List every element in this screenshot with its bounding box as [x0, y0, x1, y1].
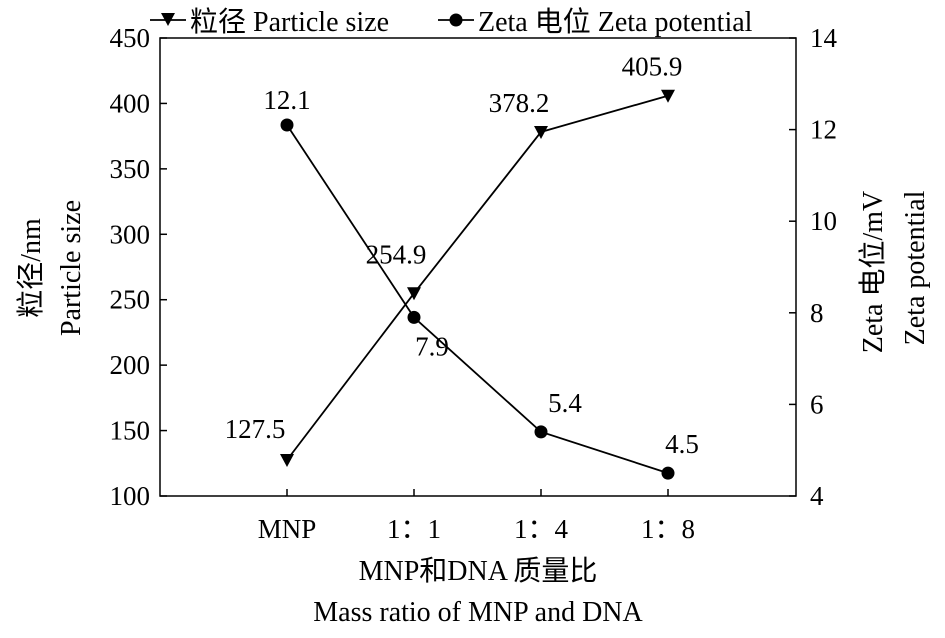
left-y-axis-title-line-2: Particle size: [56, 200, 87, 336]
series-lines: [286, 94, 669, 474]
particle-size-data-label: 405.9: [622, 52, 683, 82]
zeta-potential-point: [280, 118, 294, 132]
x-axis-title-line-1: MNP和DNA 质量比: [359, 555, 598, 587]
right-tick-label: 6: [810, 389, 824, 419]
x-axis: MNP 1：1 1：4 1：8: [258, 489, 695, 544]
data-labels: 127.5 254.9 378.2 405.9 12.1 7.9 5.4 4.5: [225, 52, 699, 459]
x-tick-label: 1：1: [387, 514, 441, 544]
left-y-axis-title: 粒径/nm Particle size: [15, 200, 87, 336]
particle-size-data-label: 127.5: [225, 414, 286, 444]
series-line-zeta-potential: [286, 124, 669, 474]
zeta-potential-data-label: 5.4: [548, 388, 582, 418]
zeta-potential-point: [407, 310, 421, 324]
right-tick-label: 14: [810, 23, 838, 53]
right-tick-label: 10: [810, 206, 837, 236]
left-tick-label: 100: [110, 481, 151, 511]
left-tick-label: 350: [110, 154, 151, 184]
x-axis-title: MNP和DNA 质量比 Mass ratio of MNP and DNA: [313, 555, 643, 628]
left-tick-label: 200: [110, 350, 151, 380]
legend-marker-triangle-down-icon: [161, 13, 175, 26]
right-y-axis-title-line-2: Zeta potential: [900, 190, 931, 345]
left-tick-label: 250: [110, 285, 151, 315]
left-y-axis: 100 150 200 250 300 350 400 450: [110, 23, 167, 511]
zeta-potential-point: [661, 466, 675, 480]
left-tick-label: 150: [110, 416, 151, 446]
particle-size-point: [407, 287, 421, 301]
right-y-axis: 4 6 8 10 12 14: [789, 23, 838, 511]
series-line-particle-size: [286, 94, 669, 461]
legend: 粒径 Particle size Zeta 电位 Zeta potential: [150, 6, 753, 38]
plot-frame: [159, 37, 797, 497]
left-tick-label: 300: [110, 219, 151, 249]
particle-size-point: [280, 454, 294, 468]
particle-size-point: [534, 125, 548, 139]
legend-label-zeta-potential: Zeta 电位 Zeta potential: [478, 6, 753, 38]
right-y-axis-title: Zeta 电位/mV Zeta potential: [857, 190, 931, 353]
left-tick-label: 450: [110, 23, 151, 53]
zeta-potential-data-label: 4.5: [665, 429, 699, 459]
x-tick-label: 1：8: [641, 514, 695, 544]
particle-size-data-label: 378.2: [489, 88, 550, 118]
legend-label-particle-size: 粒径 Particle size: [190, 6, 389, 38]
left-tick-label: 400: [110, 88, 151, 118]
x-tick-label: MNP: [258, 514, 317, 544]
axes: [159, 37, 797, 497]
zeta-potential-data-label: 12.1: [263, 85, 310, 115]
left-y-axis-title-line-1: 粒径/nm: [15, 218, 47, 318]
zeta-potential-data-label: 7.9: [415, 331, 449, 361]
right-y-axis-title-line-1: Zeta 电位/mV: [857, 191, 889, 354]
right-tick-label: 8: [810, 298, 824, 328]
particle-size-point: [661, 89, 675, 103]
x-axis-title-line-2: Mass ratio of MNP and DNA: [313, 597, 643, 628]
series-markers: [280, 89, 675, 480]
right-tick-label: 12: [810, 115, 837, 145]
right-tick-label: 4: [810, 481, 824, 511]
zeta-potential-point: [534, 425, 548, 439]
particle-size-data-label: 254.9: [366, 239, 427, 269]
x-tick-label: 1：4: [514, 514, 568, 544]
legend-marker-circle-icon: [449, 13, 463, 27]
